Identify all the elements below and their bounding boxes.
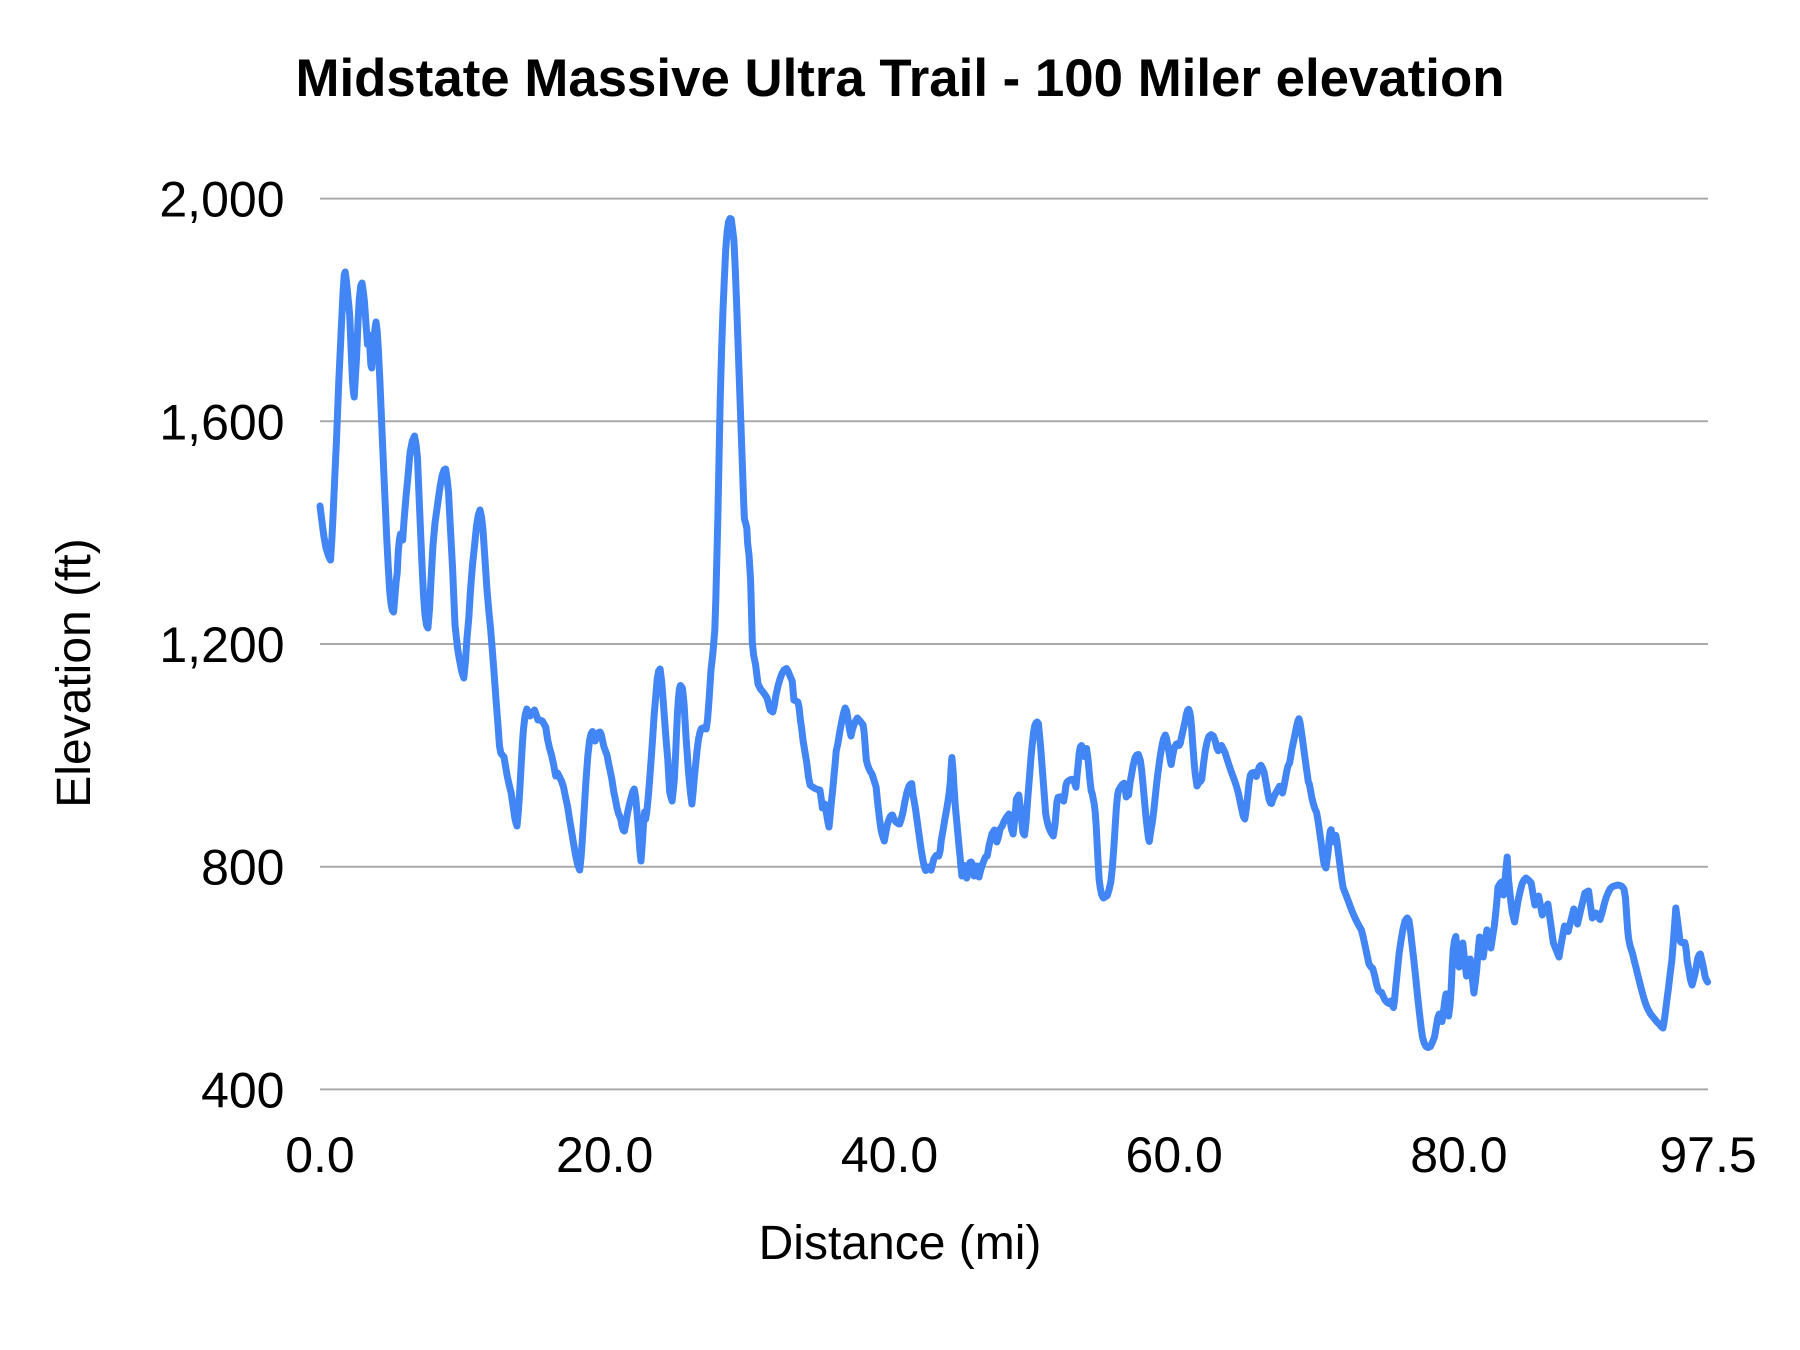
svg-text:0.0: 0.0	[285, 1127, 355, 1183]
svg-text:Elevation (ft): Elevation (ft)	[48, 538, 101, 807]
svg-text:800: 800	[201, 840, 284, 896]
svg-text:2,000: 2,000	[159, 172, 284, 228]
svg-text:97.5: 97.5	[1659, 1127, 1756, 1183]
svg-text:400: 400	[201, 1062, 284, 1118]
svg-text:80.0: 80.0	[1410, 1127, 1507, 1183]
svg-text:1,600: 1,600	[159, 394, 284, 450]
svg-text:Midstate Massive Ultra Trail -: Midstate Massive Ultra Trail - 100 Miler…	[296, 49, 1505, 108]
svg-text:1,200: 1,200	[159, 617, 284, 673]
svg-text:60.0: 60.0	[1126, 1127, 1223, 1183]
svg-text:20.0: 20.0	[556, 1127, 653, 1183]
svg-text:40.0: 40.0	[841, 1127, 938, 1183]
svg-text:Distance (mi): Distance (mi)	[759, 1217, 1042, 1270]
